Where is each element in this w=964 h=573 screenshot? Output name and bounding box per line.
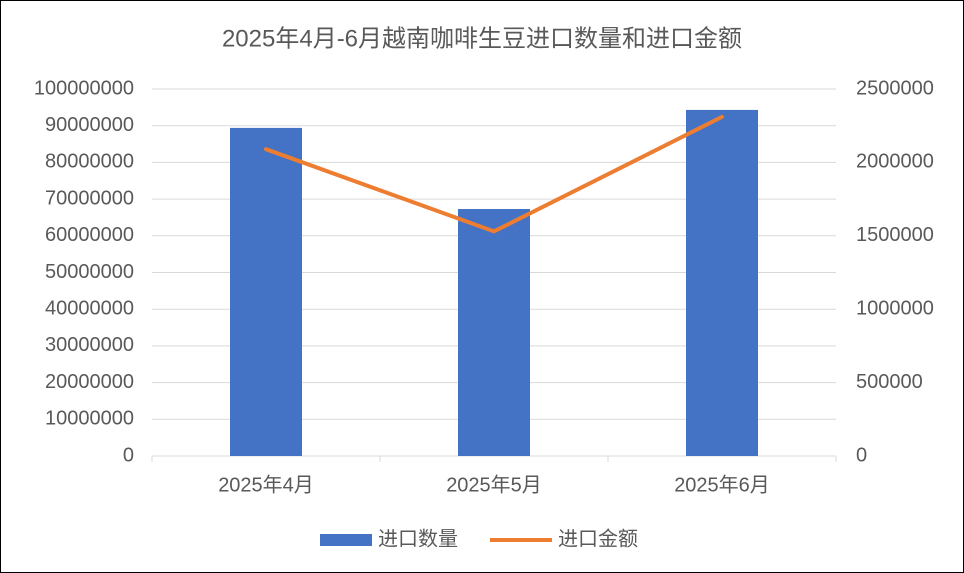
bar xyxy=(686,109,758,456)
y2-tick-label: 0 xyxy=(856,444,867,466)
y2-tick-label: 2000000 xyxy=(856,151,934,173)
y2-tick-label: 500000 xyxy=(856,371,923,393)
y-tick-label: 50000000 xyxy=(45,261,134,283)
y-tick-label: 0 xyxy=(123,444,134,466)
y-tick-label: 60000000 xyxy=(45,224,134,246)
bar xyxy=(458,209,530,456)
y-tick-label: 100000000 xyxy=(34,77,134,99)
y-tick-label: 30000000 xyxy=(45,334,134,356)
y-tick-label: 40000000 xyxy=(45,297,134,319)
y-tick-label: 90000000 xyxy=(45,114,134,136)
bar xyxy=(230,127,302,456)
y-tick-label: 10000000 xyxy=(45,408,134,430)
line xyxy=(264,114,724,234)
y-tick-label: 20000000 xyxy=(45,371,134,393)
x-tick-label: 2025年6月 xyxy=(674,473,770,496)
y2-tick-label: 1500000 xyxy=(856,224,934,246)
y-tick-label: 70000000 xyxy=(45,187,134,209)
chart-title: 2025年4月-6月越南咖啡生豆进口数量和进口金额 xyxy=(222,25,742,52)
legend-label: 进口金额 xyxy=(558,527,638,550)
y2-tick-label: 2500000 xyxy=(856,77,934,99)
y-tick-label: 80000000 xyxy=(45,151,134,173)
x-tick-label: 2025年4月 xyxy=(218,473,314,496)
legend-label: 进口数量 xyxy=(378,527,458,550)
legend-swatch xyxy=(320,534,372,546)
x-tick-label: 2025年5月 xyxy=(446,473,542,496)
y2-tick-label: 1000000 xyxy=(856,297,934,319)
